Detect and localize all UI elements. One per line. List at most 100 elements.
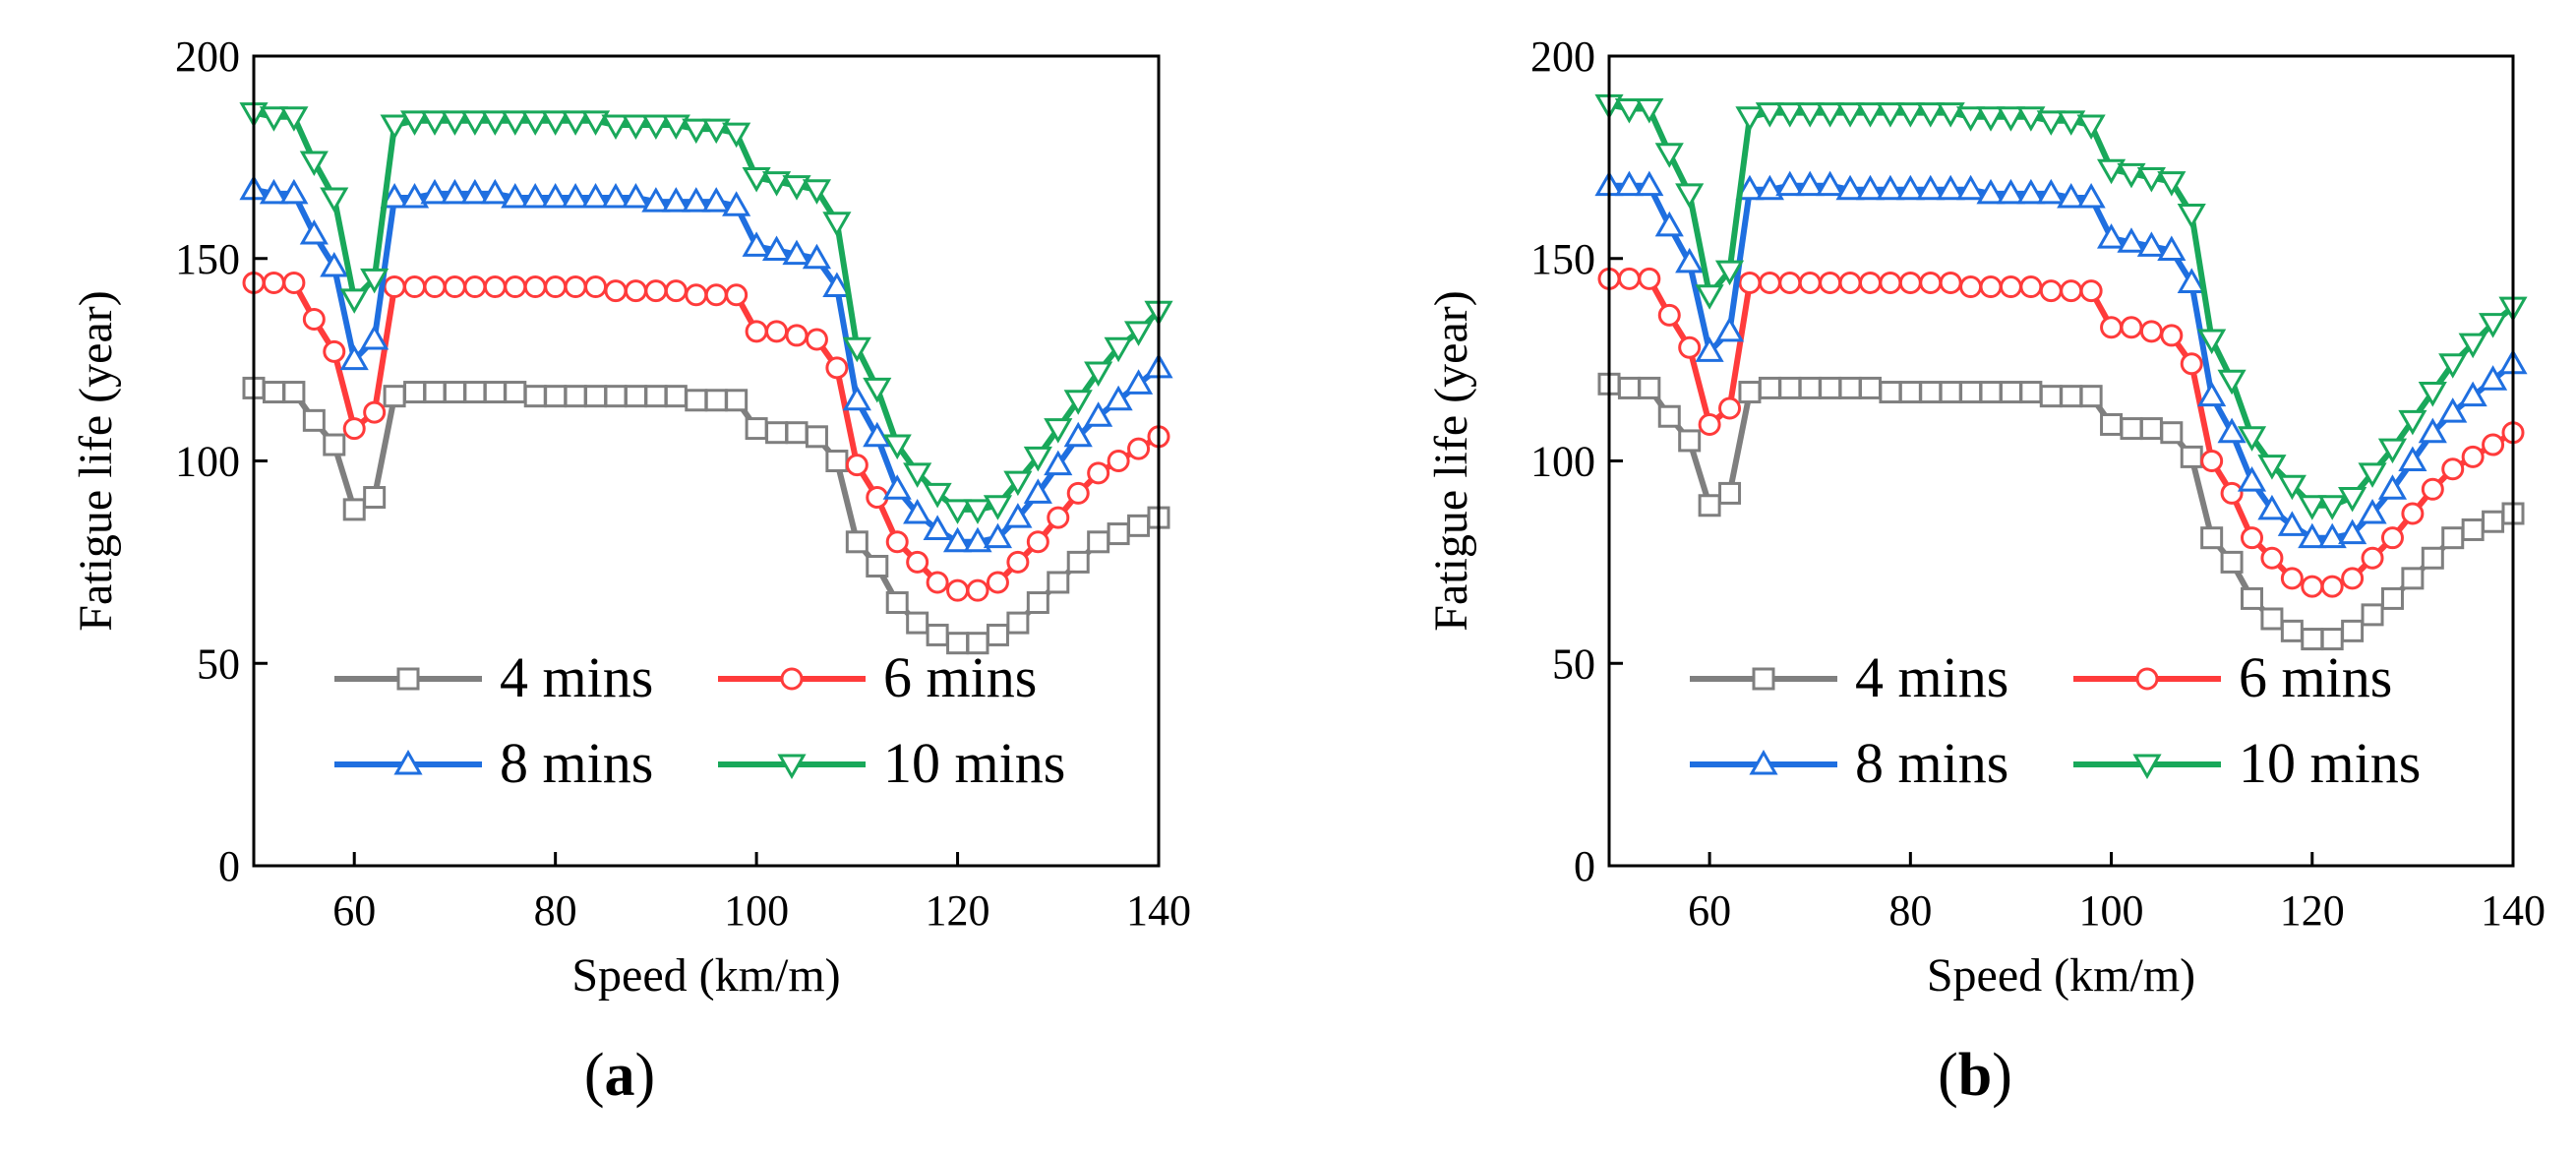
data-point xyxy=(1916,174,1946,201)
data-point xyxy=(1795,102,1825,128)
data-point xyxy=(2157,235,2187,262)
data-point xyxy=(1919,381,1943,404)
data-point xyxy=(1023,446,1052,472)
data-point xyxy=(2301,575,2324,598)
data-point xyxy=(745,417,768,441)
data-point xyxy=(1023,478,1052,504)
data-point xyxy=(2057,183,2086,209)
data-point xyxy=(279,178,309,205)
data-point xyxy=(1738,271,1762,294)
data-point xyxy=(2401,567,2425,590)
data-point xyxy=(1798,376,1822,399)
x-tick-label: 60 xyxy=(1688,886,1731,935)
data-point xyxy=(2361,546,2384,570)
data-point xyxy=(2241,586,2264,610)
data-point xyxy=(986,571,1009,594)
x-tick-label: 100 xyxy=(2079,886,2144,935)
data-point xyxy=(2398,409,2427,436)
data-point xyxy=(1898,381,1922,404)
data-point xyxy=(802,243,832,270)
data-point xyxy=(963,499,992,524)
data-point xyxy=(584,385,608,408)
data-point xyxy=(320,187,349,213)
data-point xyxy=(1638,376,1661,399)
data-point xyxy=(2057,110,2086,136)
data-point xyxy=(1876,174,1905,201)
data-point xyxy=(1003,503,1033,528)
legend-label: 8 mins xyxy=(500,731,653,795)
data-point xyxy=(2438,397,2468,423)
data-point xyxy=(342,498,366,521)
data-point xyxy=(2358,462,2387,488)
data-point xyxy=(701,118,731,145)
data-point xyxy=(1738,381,1762,404)
panel-caption: (a) xyxy=(584,1042,655,1109)
data-point xyxy=(1838,376,1862,399)
data-point xyxy=(822,272,852,298)
x-tick-label: 80 xyxy=(534,886,577,935)
data-point xyxy=(825,450,849,472)
legend: 4 mins 6 mins 8 mins 10 mins xyxy=(1690,645,2421,795)
data-point xyxy=(259,106,289,132)
data-point xyxy=(541,110,570,136)
data-point xyxy=(2217,417,2247,444)
data-point xyxy=(2280,567,2304,590)
data-point xyxy=(1775,170,1805,197)
data-point xyxy=(1939,381,1962,404)
data-point xyxy=(805,328,828,351)
legend-swatch-marker xyxy=(1752,667,1775,691)
legend-label: 4 mins xyxy=(500,645,653,709)
series-line xyxy=(253,186,1161,545)
data-point xyxy=(1798,271,1822,294)
data-point xyxy=(2120,417,2143,441)
data-point xyxy=(1876,102,1905,128)
data-point xyxy=(1123,369,1154,395)
data-point xyxy=(259,178,289,205)
data-point xyxy=(262,271,285,294)
legend-swatch-marker xyxy=(393,749,423,775)
data-point xyxy=(2220,481,2244,505)
chart-panel-a: 0 50 100 150 200 60 80 100 120 140 Speed (km/m) Fat… xyxy=(70,32,1191,1109)
data-point xyxy=(2441,457,2465,481)
data-point xyxy=(906,611,929,635)
data-point xyxy=(523,275,547,299)
data-point xyxy=(1698,412,1721,436)
data-point xyxy=(544,385,568,408)
data-point xyxy=(299,151,329,177)
data-point xyxy=(882,474,912,500)
data-point xyxy=(1107,450,1130,472)
data-point xyxy=(1675,247,1705,274)
data-point xyxy=(682,118,711,145)
data-point xyxy=(2016,106,2046,132)
series-line xyxy=(1609,182,2515,541)
data-point xyxy=(2338,518,2367,545)
data-point xyxy=(906,550,929,574)
data-point xyxy=(302,408,326,432)
data-point xyxy=(664,279,688,303)
data-point xyxy=(1735,106,1765,132)
y-tick-label: 0 xyxy=(1574,842,1595,890)
data-point xyxy=(1916,102,1946,128)
data-point xyxy=(842,336,871,363)
data-point xyxy=(863,421,892,448)
data-point xyxy=(664,385,688,408)
data-point xyxy=(601,183,630,209)
data-point xyxy=(1895,174,1925,201)
y-tick-label: 200 xyxy=(1530,32,1595,81)
data-point xyxy=(483,275,507,299)
data-point xyxy=(2461,517,2485,541)
data-point xyxy=(1698,494,1721,517)
data-point xyxy=(604,385,628,408)
data-point xyxy=(1654,211,1684,237)
data-point xyxy=(1835,174,1865,201)
data-point xyxy=(722,191,751,216)
data-point xyxy=(903,462,932,488)
data-point xyxy=(380,183,409,209)
data-point xyxy=(1006,550,1030,574)
data-point xyxy=(2341,567,2365,590)
data-point xyxy=(1714,316,1745,342)
data-point xyxy=(282,381,306,404)
data-point xyxy=(1063,390,1093,415)
data-point xyxy=(580,183,611,209)
data-point xyxy=(2482,510,2505,533)
